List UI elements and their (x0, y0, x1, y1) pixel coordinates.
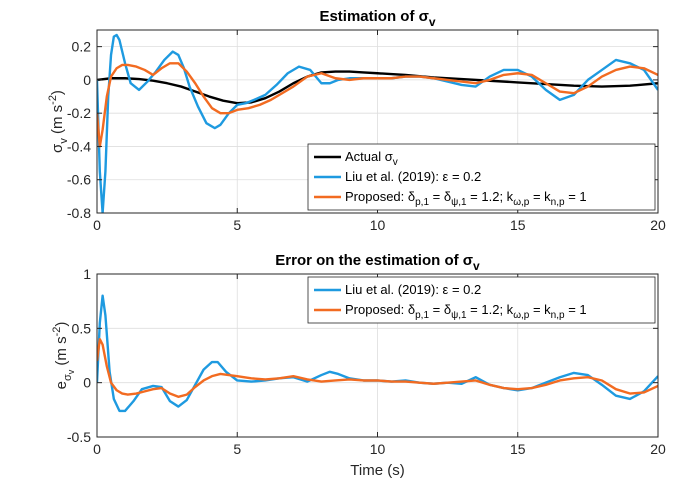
legend-part: = δ (429, 189, 451, 204)
x-tick-label: 20 (650, 217, 666, 233)
x-tick-label: 5 (233, 217, 241, 233)
y-tick-label: -0.8 (67, 205, 91, 221)
legend-part: Liu et al. (2019): ε = 0.2 (345, 282, 481, 297)
y-tick-label: -0.5 (67, 429, 91, 445)
x-tick-label: 15 (510, 217, 526, 233)
y-tick-label: 0.2 (72, 39, 92, 55)
x-tick-label: 20 (650, 441, 666, 457)
x-tick-label: 10 (370, 217, 386, 233)
x-tick-label: 15 (510, 441, 526, 457)
ylabel-main: σ (49, 143, 66, 153)
legend-label-3: Proposed: δp,1 = δψ,1 = 1.2; kω,p = kn,p… (345, 189, 587, 208)
y-tick-label: 0 (83, 72, 91, 88)
legend-part: = 1.2; k (467, 189, 514, 204)
x-tick-label: 5 (233, 441, 241, 457)
legend-sub: ω,p (513, 197, 530, 208)
legend-box (307, 276, 656, 324)
legend: Liu et al. (2019): ε = 0.2 Proposed: δp,1… (307, 276, 656, 324)
series-line-2 (97, 338, 658, 398)
y-tick-label: 0.5 (72, 320, 92, 336)
legend-part: = 1 (565, 189, 587, 204)
legend-part: = 1 (565, 302, 587, 317)
legend-part: Proposed: δ (345, 302, 415, 317)
x-tick-label: 0 (93, 217, 101, 233)
legend-label-2: Proposed: δp,1 = δψ,1 = 1.2; kω,p = kn,p… (345, 302, 587, 321)
legend-part: Actual (345, 149, 385, 164)
chart-1: 0 5 10 15 20 -0.8 -0.6 -0.4 -0.2 0 0.2 Estimation o… (47, 8, 666, 233)
ylabel-main: e (53, 381, 70, 389)
ylabel-unit-close: ) (53, 322, 70, 327)
y-axis-label: σv (m s-2) (47, 90, 70, 153)
legend-part: Proposed: δ (345, 189, 415, 204)
legend-sub: ψ,1 (451, 310, 467, 321)
ylabel-unit: (m s (49, 105, 66, 138)
y-tick-label: -0.2 (67, 105, 91, 121)
legend-part: σ (385, 149, 393, 164)
x-tick-label: 10 (370, 441, 386, 457)
legend-part: = k (529, 302, 551, 317)
legend-sub: n,p (551, 310, 565, 321)
title-sub: v (429, 15, 436, 29)
ylabel-unit-sup: -2 (47, 95, 59, 105)
ylabel-subsub: v (66, 369, 76, 374)
y-tick-label: -0.6 (67, 172, 91, 188)
legend-sub: ω,p (513, 310, 530, 321)
y-tick-label: 1 (83, 266, 91, 282)
chart-title: Estimation of σv (319, 8, 435, 29)
legend-part: = k (529, 189, 551, 204)
ylabel-unit-close: ) (49, 90, 66, 95)
series-line-3 (97, 62, 658, 148)
legend-sub: p,1 (415, 310, 429, 321)
legend-sub: p,1 (415, 197, 429, 208)
legend-sub: ψ,1 (451, 197, 467, 208)
ylabel-unit-sup: -2 (51, 327, 63, 337)
legend-sub: v (393, 157, 398, 168)
y-tick-label: -0.4 (67, 138, 91, 154)
ylabel-sub: v (58, 138, 70, 144)
y-axis-label: eσv (m s-2) (51, 322, 76, 390)
ylabel-sub: σ (62, 374, 74, 381)
series-line-2 (97, 33, 658, 213)
ylabel-unit: (m s (53, 336, 70, 369)
legend-label-1: Actual σv (345, 149, 398, 168)
x-axis-label: Time (s) (350, 462, 404, 479)
x-tick-label: 0 (93, 441, 101, 457)
title-sub: v (473, 259, 480, 273)
title-text: Error on the estimation of σ (275, 252, 473, 269)
legend-sub: n,p (551, 197, 565, 208)
legend-part: = 1.2; k (467, 302, 514, 317)
chart-title: Error on the estimation of σv (275, 252, 480, 273)
y-tick-label: 0 (83, 375, 91, 391)
legend-label-2: Liu et al. (2019): ε = 0.2 (345, 169, 481, 184)
legend-label-1: Liu et al. (2019): ε = 0.2 (345, 282, 481, 297)
legend-box (307, 143, 656, 211)
legend-part: = δ (429, 302, 451, 317)
title-text: Estimation of σ (319, 8, 428, 25)
legend-part: Liu et al. (2019): ε = 0.2 (345, 169, 481, 184)
